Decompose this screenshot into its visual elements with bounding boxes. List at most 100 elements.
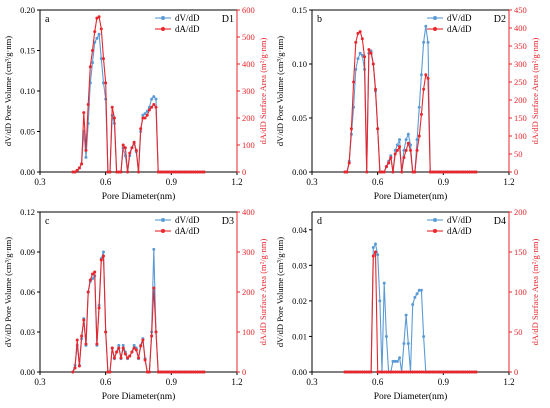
x-axis-label: Pore Diameter(nm) [102, 191, 176, 202]
data-point [402, 370, 406, 374]
panel-letter: a [45, 14, 50, 25]
data-point [417, 288, 421, 292]
data-point [428, 370, 432, 374]
data-point [454, 170, 458, 174]
x-axis-label: Pore Diameter(nm) [374, 191, 448, 202]
data-point [80, 162, 84, 166]
chart-panel-c: 0.3 0.6 0.9 1.2 0.00 0.03 0.06 0.09 0.12 0 100 200 3… [3, 207, 268, 402]
data-point [172, 170, 176, 174]
data-point [363, 55, 367, 59]
data-point [393, 152, 397, 156]
data-point [391, 359, 395, 363]
data-point [180, 170, 184, 174]
data-point [163, 170, 167, 174]
x-axis-label: Pore Diameter(nm) [374, 391, 448, 402]
data-point [384, 334, 388, 338]
y-left-tick-label: 0.00 [20, 367, 35, 377]
data-point [472, 170, 476, 174]
x-tick-label: 1.2 [503, 377, 514, 387]
data-point [393, 359, 397, 363]
legend-label: dA/dD [447, 24, 472, 34]
data-point [137, 356, 140, 360]
y-left-tick-label: 0.04 [292, 225, 308, 235]
data-point [88, 65, 92, 69]
data-point [121, 343, 125, 347]
data-point [454, 370, 458, 374]
data-point [360, 53, 364, 57]
legend-swatch-marker [161, 27, 165, 31]
y-right-tick-label: 300 [242, 247, 255, 257]
data-point [400, 170, 404, 174]
data-point [352, 370, 356, 374]
y-right-tick-label: 200 [514, 207, 527, 217]
data-point [193, 370, 197, 374]
data-point [152, 103, 156, 106]
data-point [406, 342, 410, 346]
data-point [376, 253, 380, 257]
data-point [71, 370, 75, 374]
data-point [452, 170, 456, 174]
data-point [417, 370, 421, 374]
data-point [154, 330, 158, 334]
data-point [152, 247, 156, 251]
data-point [422, 40, 426, 44]
y-right-tick-label: 400 [514, 23, 527, 33]
data-point [165, 170, 169, 174]
legend-swatch-marker [433, 27, 437, 31]
data-point [93, 30, 97, 34]
y-left-tick-label: 0.09 [20, 247, 35, 257]
data-point [465, 370, 469, 374]
y-left-axis-label: dV/dD Pore Volume (cm³/g·nm) [3, 237, 13, 347]
data-point [382, 170, 386, 174]
data-point [187, 170, 191, 174]
series-line-dv [344, 242, 477, 373]
x-tick-label: 0.3 [34, 377, 46, 387]
data-point [468, 370, 472, 374]
data-point [161, 370, 165, 374]
data-point [446, 170, 450, 174]
y-right-tick-label: 0 [514, 367, 518, 377]
data-point [106, 370, 110, 374]
data-point [86, 103, 90, 106]
data-point [470, 170, 474, 174]
data-point [161, 170, 165, 174]
data-point [343, 170, 347, 174]
y-left-tick-label: 0.10 [20, 86, 35, 96]
y-left-tick-label: 0.03 [20, 327, 35, 337]
y-left-tick-label: 0.03 [292, 260, 307, 270]
data-point [382, 281, 386, 285]
y-right-tick-label: 300 [514, 59, 527, 69]
data-point [91, 277, 95, 281]
data-point [472, 370, 476, 374]
y-left-tick-label: 0.00 [20, 167, 35, 177]
data-point [426, 370, 430, 374]
data-point [119, 356, 123, 360]
y-right-tick-label: 150 [514, 113, 527, 123]
data-point [439, 170, 443, 174]
x-tick-label: 0.9 [438, 177, 450, 187]
data-point [395, 359, 399, 363]
data-point [378, 370, 382, 374]
y-right-axis-label: dA/dD Surface Area (m²/g·nm) [258, 239, 268, 346]
data-point [163, 370, 167, 374]
data-point [176, 170, 180, 174]
data-point [152, 95, 156, 99]
x-tick-label: 1.2 [231, 377, 242, 387]
data-point [139, 127, 143, 131]
data-point [165, 370, 169, 374]
data-point [141, 338, 145, 342]
data-point [474, 370, 478, 374]
data-point [426, 76, 430, 80]
data-point [367, 370, 371, 374]
x-tick-label: 0.6 [100, 377, 112, 387]
data-point [404, 370, 408, 374]
data-point [373, 87, 377, 91]
data-point [363, 370, 367, 374]
data-point [80, 334, 84, 338]
x-tick-label: 1.2 [231, 177, 242, 187]
legend-label: dA/dD [447, 226, 472, 236]
data-point [150, 105, 154, 109]
data-point [400, 370, 404, 374]
y-right-axis-label: dA/dD Surface Area (m²/g·nm) [258, 38, 268, 145]
data-point [134, 148, 138, 152]
